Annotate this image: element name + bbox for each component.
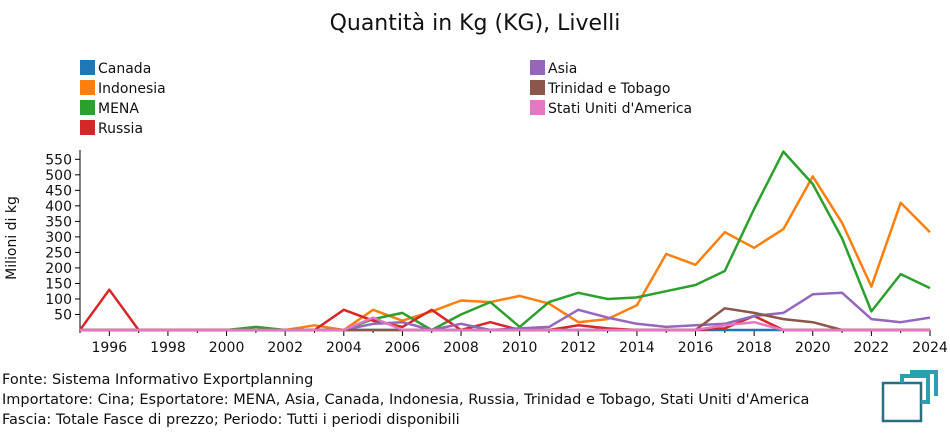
legend-swatch [80, 80, 95, 95]
x-tick-label: 2004 [326, 340, 362, 356]
legend-swatch [80, 120, 95, 135]
x-tick-label: 2010 [502, 340, 538, 356]
x-tick-label: 2006 [385, 340, 421, 356]
footer-source: Fonte: Sistema Informativo Exportplannin… [2, 372, 314, 388]
y-tick-label: 150 [45, 276, 72, 292]
y-tick-label: 50 [54, 307, 72, 323]
legend-label: Stati Uniti d'America [548, 101, 692, 117]
exportplanning-logo [881, 370, 938, 423]
x-tick-label: 2002 [267, 340, 303, 356]
y-tick-label: 500 [45, 168, 72, 184]
y-tick-label: 250 [45, 245, 72, 261]
legend-swatch [530, 100, 545, 115]
legend-swatch [530, 80, 545, 95]
x-tick-label: 2012 [560, 340, 596, 356]
y-tick-label: 450 [45, 183, 72, 199]
legend-label: Indonesia [98, 81, 166, 97]
y-tick-label: 100 [45, 292, 72, 308]
legend-swatch [80, 100, 95, 115]
chart-title: Quantità in Kg (KG), Livelli [330, 11, 621, 36]
series-line-6 [80, 316, 930, 332]
y-axis-label: Milioni di kg [4, 196, 20, 280]
legend-label: Trinidad e Tobago [547, 81, 670, 97]
x-tick-label: 2024 [912, 340, 948, 356]
x-tick-label: 1996 [91, 340, 127, 356]
legend-swatch [80, 60, 95, 75]
footer-range: Fascia: Totale Fasce di prezzo; Periodo:… [2, 412, 460, 428]
series-line-2 [80, 150, 931, 332]
x-tick-label: 2016 [678, 340, 714, 356]
x-tick-label: 2008 [443, 340, 479, 356]
x-tick-label: 2014 [619, 340, 655, 356]
legend-label: Canada [98, 61, 151, 77]
footer-importer: Importatore: Cina; Esportatore: MENA, As… [2, 392, 810, 408]
y-tick-label: 550 [45, 152, 72, 168]
legend-label: Russia [98, 121, 143, 137]
x-tick-label: 1998 [150, 340, 186, 356]
series-line-3 [78, 288, 930, 332]
legend-label: Asia [548, 61, 577, 77]
y-tick-label: 400 [45, 199, 72, 215]
x-tick-label: 2018 [736, 340, 772, 356]
x-tick-label: 2020 [795, 340, 831, 356]
legend: Canada Indonesia MENA Russia Asia Trinidad e … [80, 60, 692, 137]
series-line-1 [80, 175, 931, 332]
y-tick-label: 300 [45, 230, 72, 246]
y-tick-label: 200 [45, 261, 72, 277]
y-tick-label: 350 [45, 214, 72, 230]
x-tick-label: 2022 [854, 340, 890, 356]
legend-label: MENA [98, 101, 139, 117]
legend-swatch [530, 60, 545, 75]
x-tick-label: 2000 [209, 340, 245, 356]
